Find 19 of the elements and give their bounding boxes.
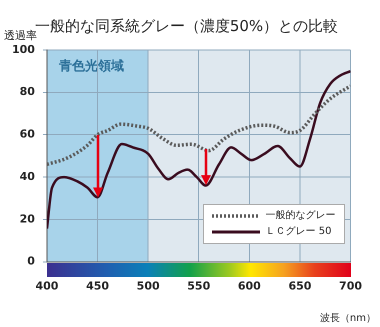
- y-tick-label: 80: [20, 85, 36, 98]
- band-label: 青色光領域: [58, 58, 124, 74]
- chart-title: 一般的な同系統グレー（濃度50%）との比較: [34, 16, 338, 35]
- y-tick-label: 40: [20, 170, 36, 183]
- legend-label: ＬＣグレー 50: [266, 224, 332, 239]
- y-tick-label: 60: [20, 128, 36, 141]
- y-tick-label: 0: [27, 254, 36, 268]
- y-tick-label: 100: [12, 42, 36, 56]
- x-axis-title: 波長（nm）: [320, 312, 376, 325]
- x-tick-label: 650: [288, 279, 312, 292]
- y-tick-label: 20: [20, 212, 36, 226]
- x-tick-label: 700: [339, 279, 362, 292]
- legend-label: 一般的なグレー: [266, 208, 336, 223]
- x-tick-label: 500: [136, 279, 160, 292]
- x-tick-label: 600: [238, 279, 262, 292]
- x-tick-label: 450: [86, 279, 110, 292]
- x-tick-label: 550: [187, 279, 211, 292]
- y-axis-title: 透過率: [4, 28, 37, 43]
- x-tick-label: 400: [35, 279, 59, 292]
